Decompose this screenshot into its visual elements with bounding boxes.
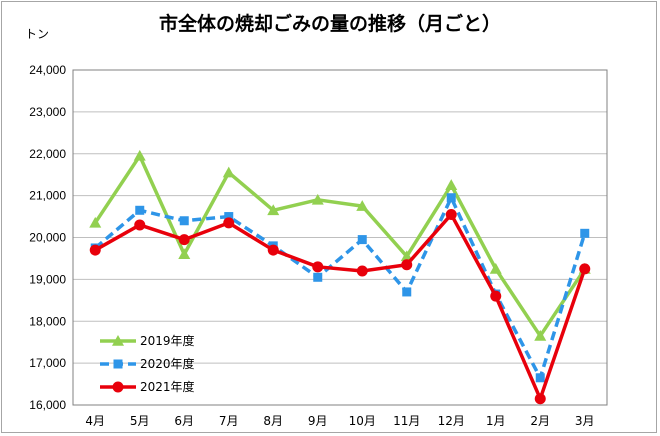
x-tick-label: 12月 (438, 414, 465, 428)
data-point (178, 248, 191, 260)
legend-label: 2019年度 (140, 333, 195, 348)
data-point (445, 179, 458, 190)
data-point (357, 235, 367, 245)
y-axis-unit: トン (25, 27, 49, 41)
x-tick-label: 7月 (219, 414, 239, 428)
data-point (534, 393, 546, 405)
data-point (179, 216, 189, 226)
data-point (356, 265, 368, 277)
x-tick-label: 1月 (486, 414, 506, 428)
data-point (223, 217, 235, 229)
series-2 (90, 193, 590, 383)
legend-marker (112, 381, 124, 393)
legend-item: 2020年度 (100, 356, 195, 371)
y-tick-label: 18,000 (29, 314, 66, 328)
legend-marker (113, 359, 123, 369)
legend-item: 2021年度 (100, 379, 195, 394)
y-tick-label: 24,000 (29, 63, 66, 77)
series-line (93, 154, 587, 338)
x-tick-label: 9月 (308, 414, 328, 428)
y-tick-label: 17,000 (29, 356, 66, 370)
data-point (446, 193, 456, 203)
data-point (135, 205, 145, 215)
data-point (178, 234, 190, 246)
x-tick-label: 3月 (575, 414, 595, 428)
data-point (356, 200, 369, 211)
data-point (445, 208, 457, 220)
y-tick-label: 22,000 (29, 147, 66, 161)
legend-marker (112, 335, 124, 346)
data-point (224, 212, 234, 222)
data-point (400, 250, 413, 262)
data-point (580, 228, 590, 238)
x-tick-label: 4月 (85, 414, 105, 428)
x-tick-label: 6月 (174, 414, 194, 428)
data-point (312, 261, 324, 273)
data-point (579, 263, 591, 275)
data-point (534, 329, 547, 341)
plot-area (72, 69, 608, 406)
series-3 (89, 208, 591, 405)
y-tick-label: 21,000 (29, 189, 66, 203)
data-point (134, 219, 146, 231)
data-point (401, 259, 413, 271)
data-point (267, 244, 279, 256)
data-point (535, 373, 545, 383)
y-tick-label: 23,000 (29, 105, 66, 119)
data-point (133, 149, 146, 161)
x-tick-label: 2月 (530, 414, 550, 428)
x-axis-ticks: 4月 5月 6月 7月 8月 9月 10月 11月 12月 1月 2月 3月 (85, 414, 594, 428)
series-line (94, 195, 587, 380)
series-group (89, 149, 591, 405)
series-1 (89, 149, 591, 341)
data-point (490, 290, 502, 302)
data-point (489, 262, 502, 274)
x-tick-label: 5月 (130, 414, 150, 428)
data-point (267, 204, 280, 216)
data-point (313, 272, 323, 282)
x-tick-label: 10月 (349, 414, 376, 428)
y-tick-label: 20,000 (29, 231, 66, 245)
data-point (89, 244, 101, 256)
legend-label: 2020年度 (140, 356, 195, 371)
data-point (89, 216, 102, 228)
data-point (402, 287, 412, 297)
y-tick-label: 19,000 (29, 272, 66, 286)
data-point (222, 166, 235, 178)
legend-item: 2019年度 (100, 333, 195, 348)
legend-label: 2021年度 (140, 379, 195, 394)
legend: 2019年度 2020年度 2021年度 (100, 333, 195, 394)
chart-title: 市全体の焼却ごみの量の推移（月ごと） (159, 12, 501, 35)
x-tick-label: 8月 (263, 414, 283, 428)
x-tick-label: 11月 (393, 414, 420, 428)
y-axis-ticks: 16,000 17,000 18,000 19,000 20,000 21,000 22,0… (29, 63, 66, 412)
y-tick-label: 16,000 (29, 398, 66, 412)
series-line (94, 212, 587, 401)
data-point (311, 193, 324, 205)
